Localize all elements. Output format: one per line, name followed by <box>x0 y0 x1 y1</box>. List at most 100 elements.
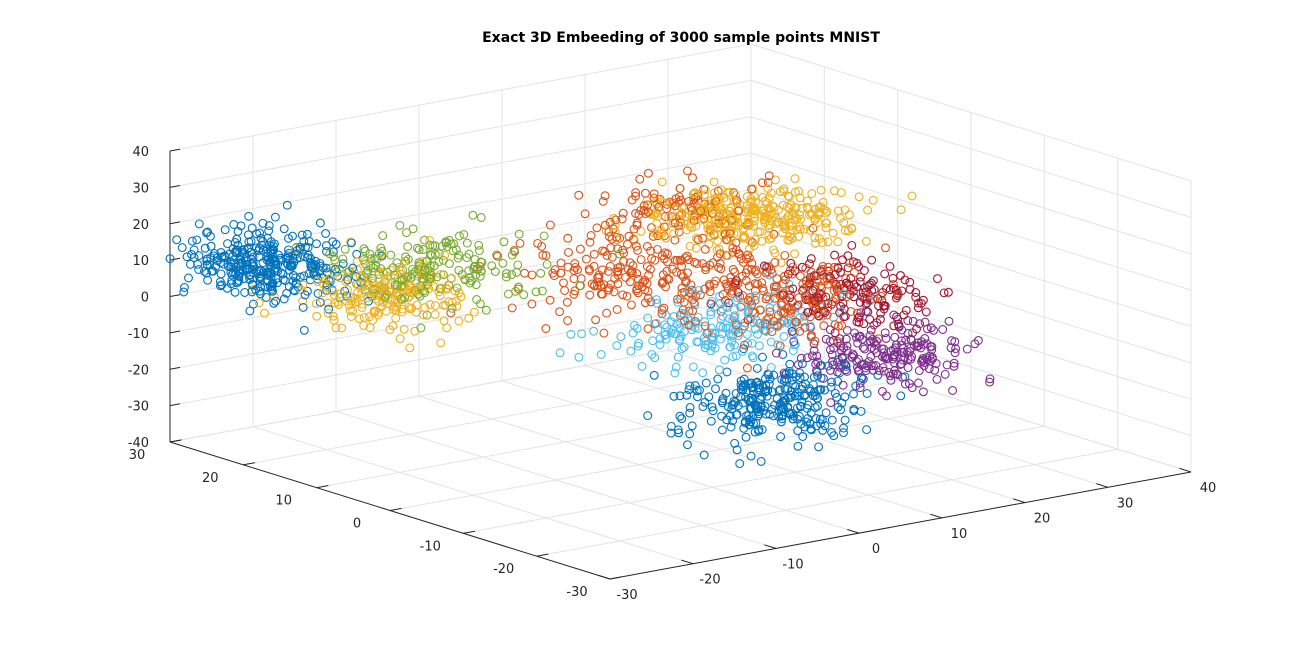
data-point <box>657 279 667 288</box>
data-point <box>702 328 712 338</box>
data-point <box>888 273 898 283</box>
data-point <box>698 402 708 412</box>
data-point <box>313 289 323 298</box>
data-point <box>922 339 932 349</box>
data-point <box>299 271 309 281</box>
data-point <box>441 238 451 248</box>
data-point <box>329 315 339 325</box>
data-point <box>721 323 731 333</box>
data-point <box>311 299 321 309</box>
data-point <box>767 387 777 397</box>
data-point <box>701 265 711 275</box>
data-point <box>926 323 936 333</box>
data-point <box>298 296 308 306</box>
data-point <box>460 275 470 285</box>
data-point <box>655 340 665 350</box>
data-point <box>938 325 948 334</box>
y-tick-label: -10 <box>420 539 441 554</box>
data-point <box>780 275 790 285</box>
data-point <box>747 338 757 348</box>
data-point <box>618 290 628 300</box>
data-point <box>686 315 695 325</box>
data-point <box>713 374 723 384</box>
data-point <box>698 233 708 243</box>
x-tick-mark <box>1013 498 1026 504</box>
data-point <box>585 237 595 247</box>
data-point <box>418 245 428 254</box>
data-point <box>679 327 689 337</box>
data-point <box>555 307 565 317</box>
data-point <box>778 350 788 359</box>
data-point <box>240 288 250 297</box>
data-point <box>685 429 695 439</box>
data-point <box>464 313 474 323</box>
data-point <box>391 295 401 305</box>
data-point <box>511 286 521 296</box>
data-point <box>774 386 784 396</box>
data-point <box>264 226 274 236</box>
data-point <box>684 285 694 295</box>
data-point <box>569 289 579 299</box>
z-tick-mark <box>169 439 181 443</box>
data-point <box>800 291 810 301</box>
data-point <box>723 187 733 197</box>
data-point <box>743 308 753 318</box>
data-point <box>872 336 881 346</box>
data-point <box>589 249 599 259</box>
data-point <box>814 442 824 452</box>
data-point <box>789 337 799 347</box>
data-point <box>289 258 299 268</box>
data-point <box>908 316 918 326</box>
data-point <box>787 225 796 235</box>
data-point <box>637 361 647 371</box>
data-point <box>779 368 789 378</box>
data-point <box>881 243 890 253</box>
data-point <box>788 284 798 294</box>
data-point <box>341 276 351 286</box>
data-point <box>869 338 879 348</box>
data-point <box>260 282 270 292</box>
data-point <box>789 340 799 350</box>
data-point <box>785 235 795 245</box>
data-point <box>744 244 754 254</box>
data-point <box>492 250 502 260</box>
data-point <box>537 241 547 251</box>
data-point <box>664 274 674 284</box>
data-point <box>248 252 258 262</box>
data-point <box>695 290 705 300</box>
grid-line <box>169 298 752 407</box>
data-point <box>280 276 290 286</box>
data-point <box>862 389 872 398</box>
data-point <box>760 401 770 411</box>
data-point <box>402 228 411 238</box>
data-point <box>519 290 529 300</box>
data-point <box>675 391 685 401</box>
data-point <box>897 286 907 296</box>
data-point <box>246 254 256 264</box>
data-point <box>825 325 835 335</box>
data-point <box>472 264 482 274</box>
z-tick-label: 40 <box>132 145 149 160</box>
data-point <box>295 244 305 254</box>
data-point <box>604 227 614 237</box>
data-point <box>325 249 335 259</box>
data-point <box>780 370 790 380</box>
data-point <box>790 266 800 276</box>
data-point <box>779 219 789 228</box>
data-point <box>653 325 663 335</box>
data-point <box>863 205 873 215</box>
data-point <box>907 191 917 201</box>
data-point <box>447 297 457 307</box>
data-point <box>818 270 828 280</box>
data-point <box>447 273 456 283</box>
data-point <box>680 316 689 326</box>
data-point <box>290 243 300 253</box>
data-point <box>401 252 411 262</box>
data-point <box>699 450 709 460</box>
data-point <box>806 254 816 264</box>
data-point <box>868 365 878 375</box>
data-point <box>776 258 786 268</box>
data-point <box>849 280 859 289</box>
data-point <box>376 264 386 274</box>
data-point <box>258 236 268 246</box>
